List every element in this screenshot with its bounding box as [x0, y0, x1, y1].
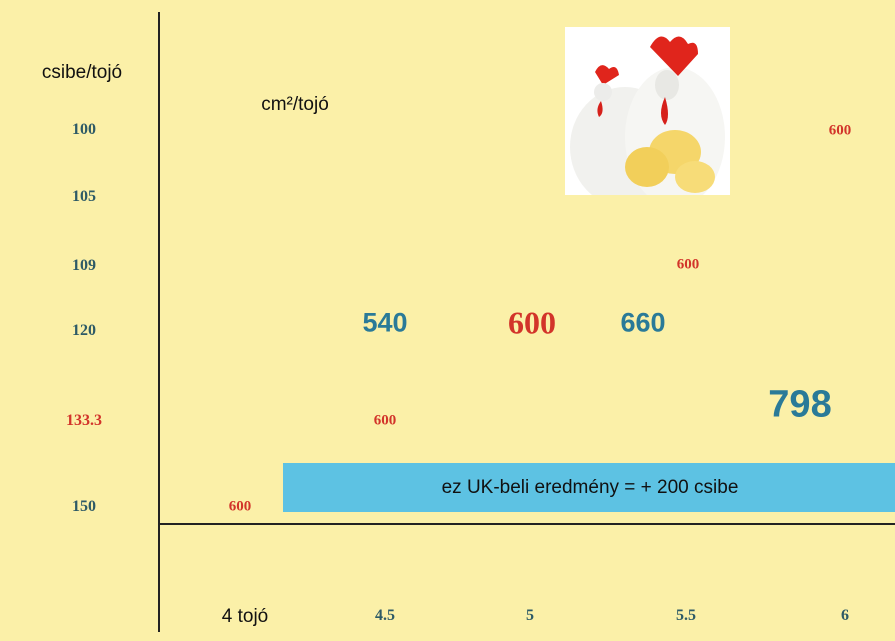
cell-value: 600 [676, 256, 700, 273]
row-label: 105 [72, 188, 96, 205]
vertical-axis [158, 12, 160, 632]
cell-value: 600 [373, 412, 397, 429]
column-label: 5.5 [676, 607, 696, 624]
row-label: 133.3 [66, 412, 102, 429]
column-label: 5 [526, 607, 534, 624]
row-label: 150 [72, 498, 96, 515]
photo [565, 27, 730, 195]
row-label: 109 [72, 257, 96, 274]
column-label: 6 [841, 607, 849, 624]
banner-text: ez UK-beli eredmény = + 200 csibe [441, 477, 739, 498]
cell-value: 600 [508, 304, 556, 341]
cell-value: 798 [768, 383, 832, 426]
cell-value: 540 [362, 307, 408, 338]
chickens-illustration [570, 36, 725, 195]
cell-value: 600 [228, 498, 252, 515]
cell-value: 600 [828, 122, 852, 139]
column-label: 4 tojó [221, 606, 269, 627]
value-header: cm²/tojó [261, 94, 329, 115]
row-label: 120 [72, 322, 96, 339]
row-header: csibe/tojó [41, 62, 123, 83]
row-label: 100 [72, 121, 96, 138]
cell-value: 660 [620, 307, 666, 338]
horizontal-axis [158, 523, 895, 525]
column-label: 4.5 [375, 607, 395, 624]
banner [283, 463, 895, 512]
